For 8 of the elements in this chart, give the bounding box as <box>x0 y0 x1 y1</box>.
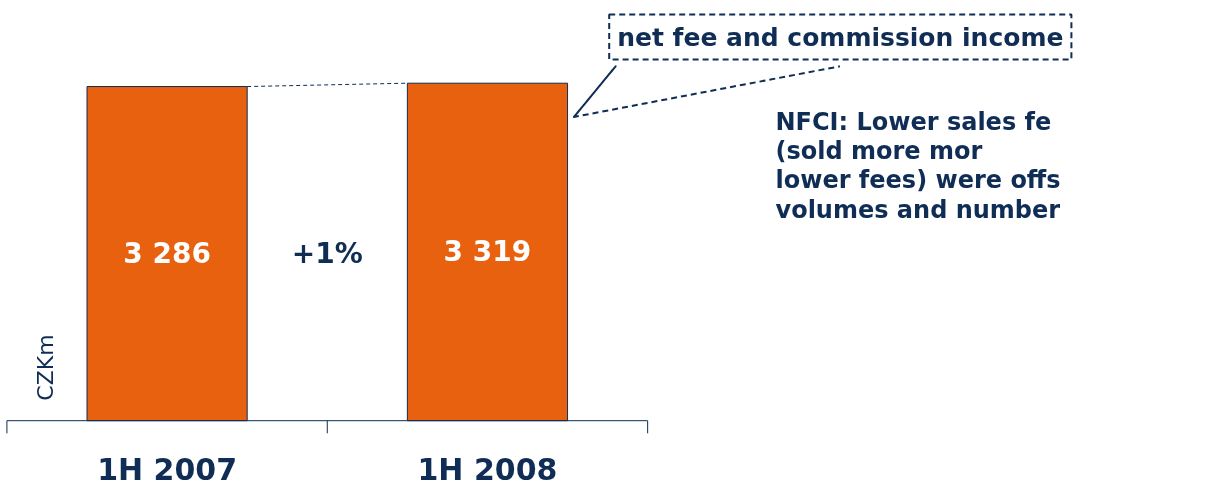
x-tick-label: 1H 2008 <box>417 451 558 487</box>
text: net fee and commission income <box>617 22 1064 52</box>
data-label: 3 319 <box>443 235 532 269</box>
annotation: +1% <box>291 237 363 271</box>
x-tick-label: 1H 2007 <box>97 451 238 487</box>
y-axis-title: CZKm <box>33 334 58 401</box>
data-label: 3 286 <box>123 237 211 271</box>
text: NFCI: Lower sales fe (sold more mor lower fees) were offs volumes and number <box>775 107 1061 224</box>
